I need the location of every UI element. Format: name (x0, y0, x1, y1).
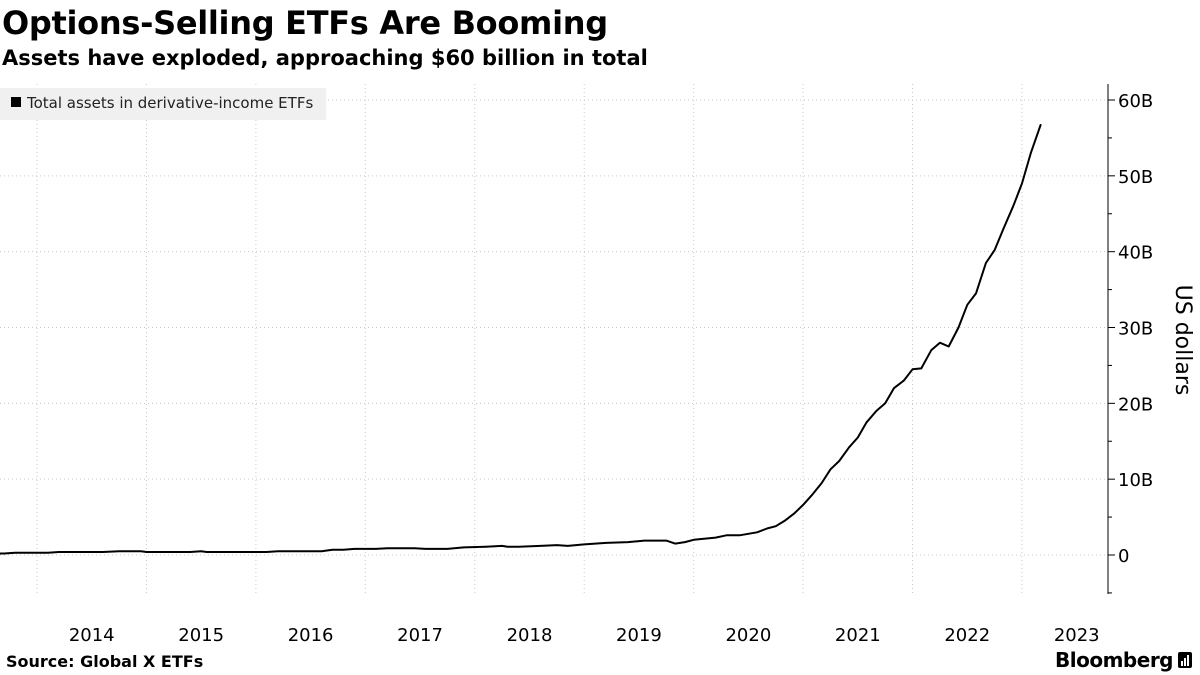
legend: Total assets in derivative-income ETFs (0, 88, 327, 120)
y-tick-label: 0 (1118, 546, 1129, 567)
x-tick-label: 2021 (835, 625, 881, 646)
x-tick-label: 2020 (725, 625, 771, 646)
series-line (0, 124, 1042, 555)
y-tick-label: 10B (1118, 470, 1153, 491)
source-note: Source: Global X ETFs (6, 652, 204, 671)
chart-subtitle: Assets have exploded, approaching $60 bi… (2, 46, 648, 70)
y-tick-label: 30B (1118, 319, 1153, 340)
brand-logo: Bloomberg (1055, 648, 1192, 672)
x-tick-label: 2022 (944, 625, 990, 646)
axes (1107, 84, 1115, 594)
x-tick-label: 2018 (507, 625, 553, 646)
grid (0, 84, 1108, 594)
x-tick-label: 2014 (69, 625, 115, 646)
y-tick-label: 20B (1118, 394, 1153, 415)
y-tick-label: 60B (1118, 91, 1153, 112)
axis-labels: 0 10B 20B 30B 40B 50B 60B 2014 2015 2016 2017 2018 2… (69, 91, 1195, 646)
x-tick-label: 2017 (397, 625, 443, 646)
legend-background (0, 88, 327, 120)
x-tick-label: 2019 (616, 625, 662, 646)
y-tick-label: 40B (1118, 243, 1153, 264)
y-axis-title: US dollars (1170, 285, 1195, 396)
x-tick-label: 2015 (178, 625, 224, 646)
chart-title: Options-Selling ETFs Are Booming (2, 4, 608, 42)
x-tick-label: 2016 (288, 625, 334, 646)
legend-label: Total assets in derivative-income ETFs (26, 94, 313, 112)
x-tick-label: 2023 (1054, 625, 1100, 646)
bloomberg-icon (1178, 652, 1192, 668)
legend-swatch (11, 97, 21, 107)
y-tick-label: 50B (1118, 167, 1153, 188)
brand-name: Bloomberg (1055, 648, 1173, 672)
series-layer (0, 124, 1042, 555)
